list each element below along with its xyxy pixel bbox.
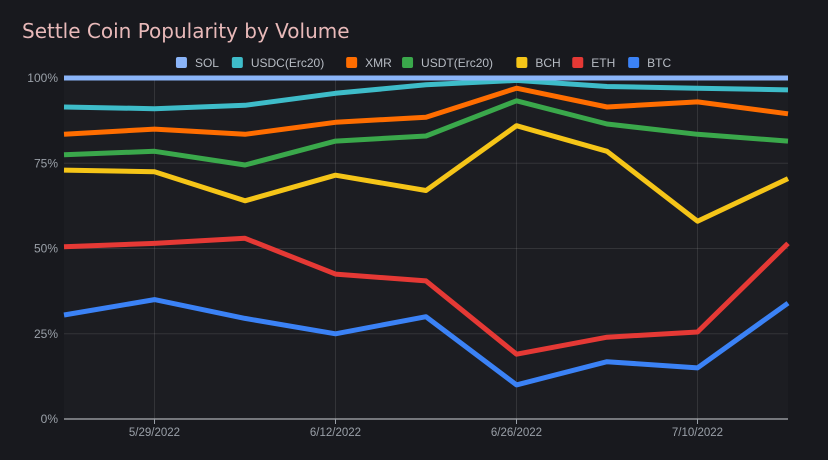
legend-label: BCH: [535, 56, 560, 70]
legend-swatch: [572, 57, 584, 68]
series-lines: [63, 75, 790, 388]
legend-swatch: [402, 57, 414, 68]
x-tick-label: 6/12/2022: [310, 427, 361, 439]
legend-item-sol[interactable]: SOL: [175, 56, 219, 70]
y-tick-label: 0%: [41, 412, 59, 426]
x-tick-label: 7/10/2022: [672, 427, 723, 439]
y-tick-label: 75%: [34, 156, 58, 170]
x-axis: 5/29/2022 6/12/2022 6/26/2022 7/10/2022: [64, 418, 788, 439]
legend-item-bch[interactable]: BCH: [516, 56, 561, 70]
legend-item-eth[interactable]: ETH: [572, 56, 615, 70]
y-tick-label: 50%: [34, 242, 58, 256]
line-usdt-erc20: [63, 98, 789, 168]
legend-item-btc[interactable]: BTC: [628, 56, 671, 70]
legend-label: SOL: [195, 56, 219, 70]
legend-label: USDC(Erc20): [251, 56, 324, 70]
legend: SOL USDC(Erc20) XMR USDT(Erc20) BCH ETH BTC: [175, 56, 671, 70]
legend-label: XMR: [365, 56, 392, 70]
line-bch: [63, 123, 790, 224]
legend-swatch: [628, 57, 640, 68]
legend-label: USDT(Erc20): [421, 56, 493, 70]
y-axis: 0% 25% 50% 75% 100%: [27, 71, 58, 426]
x-tick-label: 6/26/2022: [491, 427, 542, 439]
y-tick-label: 25%: [34, 327, 58, 341]
legend-label: ETH: [591, 56, 615, 70]
legend-label: BTC: [647, 56, 671, 70]
line-usdc-erc20: [63, 77, 789, 112]
legend-swatch: [516, 57, 528, 68]
legend-swatch: [346, 57, 358, 68]
line-xmr: [63, 85, 789, 137]
legend-swatch: [231, 57, 243, 68]
line-btc: [63, 297, 790, 388]
chart-title: Settle Coin Popularity by Volume: [22, 19, 350, 43]
y-tick-label: 100%: [27, 71, 58, 85]
x-tick-label: 5/29/2022: [129, 427, 180, 439]
legend-item-usdt-erc20[interactable]: USDT(Erc20): [402, 56, 493, 70]
line-eth: [63, 235, 790, 357]
legend-item-usdc-erc20[interactable]: USDC(Erc20): [231, 56, 324, 70]
legend-swatch: [175, 57, 187, 68]
legend-item-xmr[interactable]: XMR: [346, 56, 392, 70]
